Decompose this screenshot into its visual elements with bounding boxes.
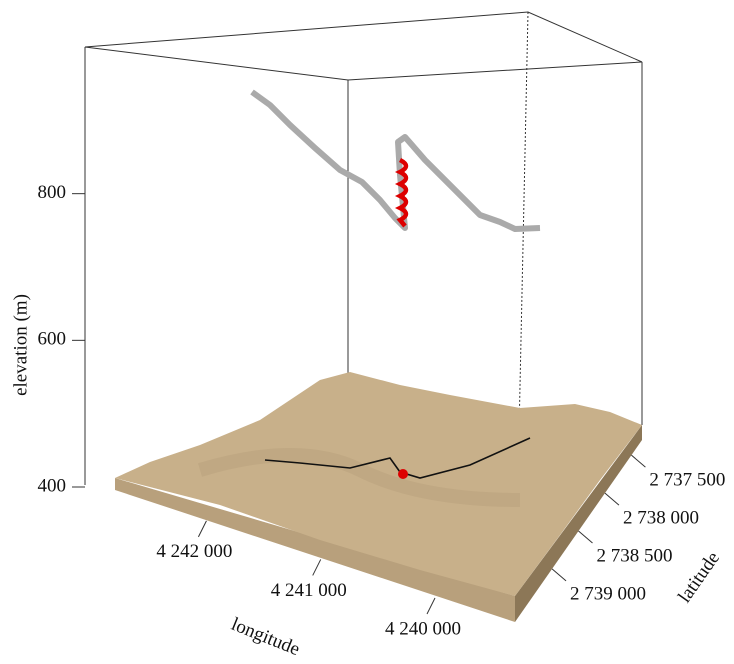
box-edge (85, 12, 642, 80)
x-tick (313, 559, 321, 575)
y-axis-title: elevation (m) (10, 294, 31, 396)
x-tick (198, 521, 206, 537)
x-axis-title: longitude (228, 614, 302, 660)
x-tick-label: 4 240 000 (385, 618, 461, 639)
chart: elevation (m) longitude latitude 400 600 8… (0, 0, 734, 664)
z-tick-label: 2 737 500 (649, 470, 725, 491)
page: elevation (m) longitude latitude 400 600 8… (0, 0, 734, 664)
z-tick (605, 493, 619, 505)
z-tick-label: 2 738 500 (597, 545, 673, 566)
z-tick-label: 2 739 000 (570, 583, 646, 604)
z-tick (631, 455, 645, 467)
y-tick-label: 800 (38, 182, 67, 203)
x-tick-label: 4 242 000 (156, 541, 232, 562)
z-tick (552, 569, 566, 581)
z-tick-label: 2 738 000 (623, 507, 699, 528)
y-tick-label: 400 (38, 475, 67, 496)
z-axis-title: latitude (674, 548, 724, 607)
z-tick (579, 531, 593, 543)
ground-marker (398, 469, 408, 479)
x-tick-label: 4 241 000 (271, 580, 347, 601)
y-tick-label: 600 (38, 329, 67, 350)
x-tick (427, 598, 435, 614)
